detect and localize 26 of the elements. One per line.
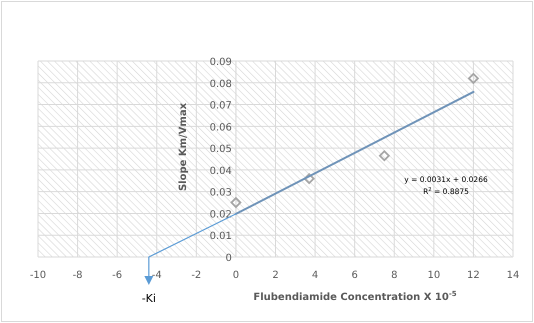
y-tick-label: 0.08 bbox=[210, 78, 232, 90]
y-tick-label: 0.09 bbox=[210, 57, 232, 68]
x-tick-label: -10 bbox=[30, 270, 46, 281]
y-tick-label: 0.06 bbox=[210, 122, 232, 134]
x-tick-label: 14 bbox=[506, 270, 520, 281]
y-tick-label: 0.07 bbox=[210, 100, 232, 112]
y-axis-title: Slope Km/Vmax bbox=[178, 102, 189, 192]
x-tick-label: 8 bbox=[391, 270, 398, 281]
x-tick-label: 6 bbox=[351, 270, 358, 281]
y-tick-label: 0.03 bbox=[210, 188, 232, 199]
x-tick-label: 4 bbox=[312, 270, 318, 281]
y-tick-label: 0 bbox=[226, 253, 232, 264]
x-tick-label: -4 bbox=[152, 270, 162, 281]
x-tick-label: -2 bbox=[191, 270, 202, 281]
y-tick-label: 0.04 bbox=[210, 166, 232, 177]
x-tick-label: 0 bbox=[232, 270, 240, 281]
x-tick-label: 2 bbox=[272, 270, 279, 281]
y-tick-label: 0.02 bbox=[210, 209, 232, 220]
y-tick-label: 0.05 bbox=[210, 144, 232, 156]
x-tick-label: 12 bbox=[467, 270, 480, 281]
text: -Ki bbox=[142, 292, 156, 305]
x-tick-label: 10 bbox=[427, 270, 440, 281]
y-tick-label: 0.01 bbox=[210, 231, 232, 242]
x-tick-label: -6 bbox=[112, 270, 122, 281]
x-axis-title: Flubendiamide Concentration X 10$^{-5}$ bbox=[253, 290, 457, 303]
x-tick-label: -8 bbox=[72, 270, 83, 281]
